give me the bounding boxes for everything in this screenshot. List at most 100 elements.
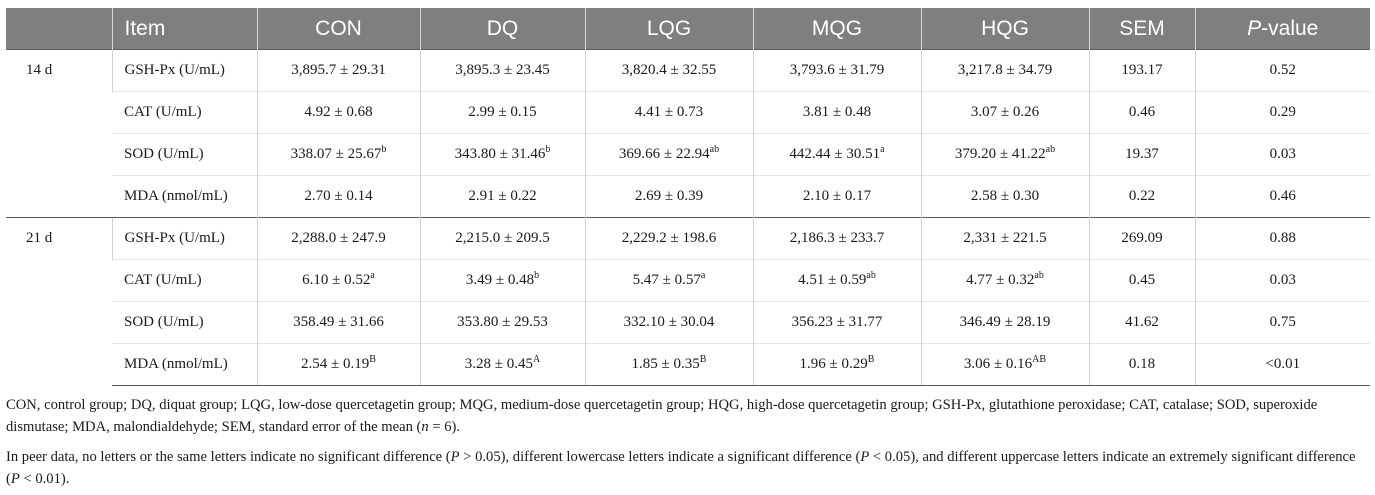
- item-name: SOD (U/mL): [112, 133, 257, 176]
- significance-letter: a: [700, 270, 706, 281]
- cell-value: 353.80 ± 29.53: [457, 314, 548, 330]
- cell-lqg: 369.66 ± 22.94ab: [584, 133, 753, 176]
- cell-value: 442.44 ± 30.51: [789, 146, 881, 162]
- header-sem: SEM: [1088, 8, 1195, 50]
- cell-mqg: 2,186.3 ± 233.7: [752, 217, 921, 260]
- item-name: SOD (U/mL): [112, 301, 257, 344]
- cell-sem: 0.22: [1088, 175, 1195, 218]
- cell-dq: 2.99 ± 0.15: [419, 91, 585, 134]
- cell-dq: 2.91 ± 0.22: [419, 175, 585, 218]
- cell-hqg: 3,217.8 ± 34.79: [920, 49, 1089, 92]
- significance-letter: a: [880, 144, 885, 155]
- cell-value: 1.96 ± 0.29: [799, 356, 868, 372]
- table-row: 21 d GSH-Px (U/mL) 2,288.0 ± 247.9 2,215.0 …: [6, 217, 1370, 386]
- cell-con: 2.70 ± 0.14: [256, 175, 420, 218]
- cell-value: 2,186.3 ± 233.7: [789, 230, 885, 246]
- cell-lqg: 2.69 ± 0.39: [584, 175, 753, 218]
- cell-lqg: 1.85 ± 0.35B: [584, 343, 753, 386]
- item-name: MDA (nmol/mL): [112, 175, 257, 218]
- cell-p: 0.88: [1194, 217, 1370, 260]
- cell-mqg: 3,793.6 ± 31.79: [752, 49, 921, 92]
- cell-sem: 0.45: [1088, 259, 1195, 302]
- cell-p: 0.52: [1194, 49, 1370, 92]
- significance-letter: B: [369, 354, 376, 365]
- results-table: Item CON DQ LQG MQG HQG SEM P-value 14 d…: [6, 8, 1370, 386]
- cell-sem: 0.18: [1088, 343, 1195, 386]
- cell-value: 369.66 ± 22.94: [618, 146, 710, 162]
- cell-mqg: 4.51 ± 0.59ab: [752, 259, 921, 302]
- cell-value: 346.49 ± 28.19: [959, 314, 1051, 330]
- cell-p: <0.01: [1194, 343, 1370, 386]
- significance-letter: b: [381, 144, 387, 155]
- cell-mqg: 356.23 ± 31.77: [752, 301, 921, 344]
- table-row: MDA (nmol/mL) 2.70 ± 0.14 2.91 ± 0.22 2.69 …: [6, 175, 1370, 218]
- cell-dq: 353.80 ± 29.53: [419, 301, 585, 344]
- cell-value: 5.47 ± 0.57: [632, 272, 701, 288]
- cell-value: 2.99 ± 0.15: [468, 104, 537, 120]
- period-label: 14 d: [6, 49, 112, 218]
- table-row: SOD (U/mL) 358.49 ± 31.66 353.80 ± 29.53 33…: [6, 301, 1370, 344]
- cell-con: 6.10 ± 0.52a: [256, 259, 420, 302]
- header-con: CON: [256, 8, 420, 50]
- cell-p: 0.46: [1194, 175, 1370, 218]
- cell-sem: 41.62: [1088, 301, 1195, 344]
- cell-value: 3.07 ± 0.26: [970, 104, 1040, 120]
- table-row: 14 d GSH-Px (U/mL) 3,895.7 ± 29.31 3,895.3 …: [6, 49, 1370, 218]
- cell-value: 3,895.3 ± 23.45: [455, 62, 550, 78]
- cell-sem: 269.09: [1088, 217, 1195, 260]
- item-name: CAT (U/mL): [112, 91, 257, 134]
- cell-value: 2,229.2 ± 198.6: [621, 230, 717, 246]
- cell-value: 3.28 ± 0.45: [464, 356, 533, 372]
- cell-value: 2,215.0 ± 209.5: [455, 230, 550, 246]
- cell-value: 1.85 ± 0.35: [631, 356, 700, 372]
- item-name: GSH-Px (U/mL): [111, 49, 257, 92]
- cell-value: 2.69 ± 0.39: [634, 188, 704, 204]
- cell-con: 358.49 ± 31.66: [256, 301, 420, 344]
- header-mqg: MQG: [752, 8, 921, 50]
- significance-letter: ab: [1045, 144, 1056, 155]
- cell-value: 343.80 ± 31.46: [454, 146, 546, 162]
- footnote-abbreviations: CON, control group; DQ, diquat group; LQ…: [6, 397, 1318, 435]
- cell-mqg: 2.10 ± 0.17: [752, 175, 921, 218]
- significance-letter: AB: [1032, 354, 1047, 365]
- cell-lqg: 4.41 ± 0.73: [584, 91, 753, 134]
- cell-p: 0.75: [1194, 301, 1370, 344]
- cell-dq: 343.80 ± 31.46b: [419, 133, 585, 176]
- significance-letter: ab: [1034, 270, 1044, 281]
- cell-value: 2.58 ± 0.30: [970, 188, 1040, 204]
- significance-letter: ab: [709, 144, 720, 155]
- cell-value: 2.10 ± 0.17: [802, 188, 872, 204]
- significance-letter: ab: [866, 270, 876, 281]
- table-row: MDA (nmol/mL) 2.54 ± 0.19B 3.28 ± 0.45A 1.8…: [6, 343, 1370, 386]
- cell-dq: 3.49 ± 0.48b: [419, 259, 585, 302]
- cell-value: 4.92 ± 0.68: [304, 104, 373, 120]
- cell-p: 0.03: [1194, 133, 1370, 176]
- cell-hqg: 2,331 ± 221.5: [920, 217, 1089, 260]
- significance-letter: B: [699, 354, 707, 365]
- cell-value: 332.10 ± 30.04: [623, 314, 715, 330]
- cell-value: 4.77 ± 0.32: [966, 272, 1035, 288]
- table-row: CAT (U/mL) 4.92 ± 0.68 2.99 ± 0.15 4.41 ± 0…: [6, 91, 1370, 134]
- cell-mqg: 1.96 ± 0.29B: [752, 343, 921, 386]
- cell-value: 338.07 ± 25.67: [290, 146, 382, 162]
- cell-lqg: 3,820.4 ± 32.55: [584, 49, 753, 92]
- item-name: MDA (nmol/mL): [112, 343, 257, 386]
- cell-lqg: 332.10 ± 30.04: [584, 301, 753, 344]
- cell-hqg: 2.58 ± 0.30: [920, 175, 1089, 218]
- header-row: Item CON DQ LQG MQG HQG SEM P-value: [6, 8, 1370, 50]
- cell-dq: 2,215.0 ± 209.5: [419, 217, 585, 260]
- period-label: 21 d: [6, 217, 112, 386]
- cell-value: 3,820.4 ± 32.55: [621, 62, 717, 78]
- cell-mqg: 3.81 ± 0.48: [752, 91, 921, 134]
- significance-letter: A: [533, 354, 541, 365]
- cell-value: 3,217.8 ± 34.79: [957, 62, 1053, 78]
- significance-letter: b: [545, 144, 551, 155]
- cell-value: 379.20 ± 41.22: [954, 146, 1046, 162]
- cell-value: 3.81 ± 0.48: [802, 104, 872, 120]
- cell-value: 4.41 ± 0.73: [634, 104, 704, 120]
- cell-con: 2,288.0 ± 247.9: [256, 217, 420, 260]
- header-lqg: LQG: [584, 8, 753, 50]
- table-row: SOD (U/mL) 338.07 ± 25.67b 343.80 ± 31.46b…: [6, 133, 1370, 176]
- cell-value: 356.23 ± 31.77: [791, 314, 883, 330]
- item-name: CAT (U/mL): [112, 259, 257, 302]
